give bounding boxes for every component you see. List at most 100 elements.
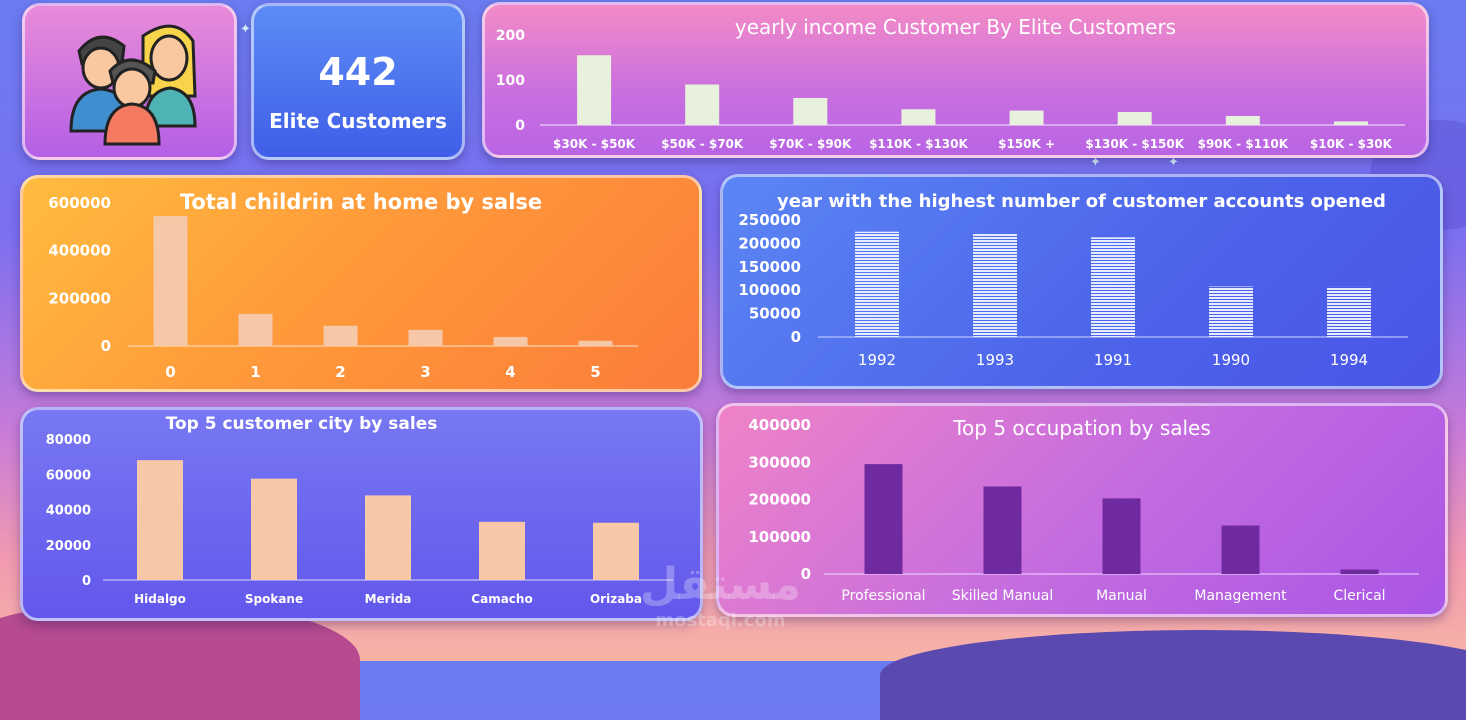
x-tick-label: Clerical — [1333, 588, 1385, 604]
bar — [153, 216, 188, 346]
y-tick-label: 0 — [791, 328, 801, 346]
chart-title: year with the highest number of customer… — [777, 191, 1386, 212]
x-tick-label: Camacho — [471, 592, 532, 606]
bar — [323, 325, 358, 346]
bar — [1327, 286, 1371, 337]
y-tick-label: 150000 — [738, 258, 801, 276]
watermark: مستقل mostaql.com — [640, 559, 801, 632]
bar — [238, 313, 273, 346]
sparkle-icon: ✦ — [240, 22, 251, 37]
kpi-card: 442 Elite Customers — [251, 3, 465, 160]
bar — [137, 460, 183, 580]
bar — [1009, 110, 1044, 125]
x-tick-label: Orizaba — [590, 592, 642, 606]
x-tick-label: 1992 — [858, 351, 896, 369]
x-tick-label: 1990 — [1212, 351, 1250, 369]
x-tick-label: $70K - $90K — [769, 137, 852, 151]
family-group-icon — [69, 24, 197, 146]
bar — [408, 329, 443, 346]
watermark-main: مستقل — [640, 559, 801, 610]
children-chart-card: Total childrin at home by salse 0 200000 4… — [20, 175, 702, 392]
y-tick-label: 200000 — [48, 289, 111, 307]
bar — [1091, 237, 1135, 337]
x-tick-label: $110K - $130K — [869, 137, 968, 151]
years-chart-card: year with the highest number of customer… — [720, 174, 1443, 389]
x-tick-label: Spokane — [245, 592, 303, 606]
x-tick-label: 1993 — [976, 351, 1014, 369]
x-tick-label: $10K - $30K — [1310, 137, 1393, 151]
income-chart-card: yearly income Customer By Elite Customer… — [482, 2, 1429, 158]
x-tick-label: $150K + — [998, 137, 1055, 151]
bar — [1340, 569, 1379, 574]
y-tick-label: 0 — [82, 574, 91, 589]
bar — [593, 522, 639, 580]
x-tick-label: 1 — [250, 363, 260, 381]
chart-title: Total childrin at home by salse — [179, 190, 543, 214]
chart-title: Top 5 occupation by sales — [953, 416, 1211, 440]
y-tick-label: 250000 — [738, 211, 801, 229]
years-chart: 0 50000 100000 150000 200000 250000 1992 1993 19… — [738, 211, 1408, 369]
y-tick-label: 400000 — [48, 242, 111, 260]
bar — [1209, 286, 1253, 337]
x-tick-label: 2 — [335, 363, 345, 381]
y-tick-label: 200 — [496, 28, 525, 44]
y-tick-label: 300000 — [748, 453, 811, 471]
x-tick-label: $30K - $50K — [553, 137, 636, 151]
bar — [577, 55, 612, 125]
bar — [855, 231, 899, 337]
x-tick-label: 3 — [420, 363, 430, 381]
kpi-value: 442 — [318, 50, 398, 94]
y-tick-label: 80000 — [46, 433, 91, 448]
y-tick-label: 600000 — [48, 194, 111, 212]
bar — [493, 336, 528, 346]
x-tick-label: 1991 — [1094, 351, 1132, 369]
bar — [983, 486, 1022, 574]
bar — [973, 234, 1017, 337]
background-hill — [880, 630, 1466, 720]
city-chart: 0 20000 40000 60000 80000 Hidalgo Spokane Merid… — [46, 433, 673, 606]
y-tick-label: 200000 — [748, 491, 811, 509]
bar — [1221, 525, 1260, 574]
x-tick-label: 0 — [165, 363, 175, 381]
x-tick-label: $90K - $110K — [1198, 137, 1289, 151]
bar — [365, 495, 411, 580]
bar — [1333, 121, 1368, 125]
chart-title: Top 5 customer city by sales — [165, 414, 438, 434]
bar — [1102, 498, 1141, 574]
x-tick-label: Manual — [1096, 588, 1147, 604]
bar — [1117, 111, 1152, 125]
children-chart: 0 200000 400000 600000 0 1 2 3 4 5 — [48, 194, 638, 381]
occupation-chart: 0 100000 200000 300000 400000 Professional Ski… — [748, 416, 1419, 604]
y-tick-label: 400000 — [748, 416, 811, 434]
chart-title: yearly income Customer By Elite Customer… — [734, 15, 1177, 39]
y-tick-label: 100000 — [748, 528, 811, 546]
y-tick-label: 0 — [801, 565, 811, 583]
bar — [578, 340, 613, 346]
y-tick-label: 50000 — [749, 305, 801, 323]
bar — [685, 84, 720, 125]
bar — [864, 464, 903, 574]
x-tick-label: $50K - $70K — [661, 137, 744, 151]
y-tick-label: 200000 — [738, 234, 801, 252]
bar — [479, 521, 525, 580]
income-chart: 0 100 200 $30K - $50K $50K - $70K $70K - $90K… — [496, 28, 1405, 151]
x-tick-label: Skilled Manual — [952, 588, 1054, 604]
y-tick-label: 40000 — [46, 504, 91, 519]
y-tick-label: 0 — [515, 118, 525, 134]
y-tick-label: 20000 — [46, 539, 91, 554]
x-tick-label: 5 — [590, 363, 600, 381]
sparkle-icon: ✦ — [1168, 155, 1179, 170]
bar — [793, 98, 828, 125]
y-tick-label: 100 — [496, 73, 525, 89]
y-tick-label: 0 — [101, 337, 111, 355]
x-tick-label: 1994 — [1330, 351, 1368, 369]
y-tick-label: 100000 — [738, 281, 801, 299]
x-tick-label: Professional — [841, 588, 925, 604]
kpi-label: Elite Customers — [269, 109, 447, 133]
x-tick-label: $130K - $150K — [1085, 137, 1184, 151]
avatar-card — [22, 3, 237, 160]
sparkle-icon: ✦ — [1090, 155, 1101, 170]
occupation-chart-card: Top 5 occupation by sales 0 100000 200000 3… — [716, 403, 1448, 617]
x-tick-label: Merida — [365, 592, 412, 606]
bar — [1225, 116, 1260, 125]
